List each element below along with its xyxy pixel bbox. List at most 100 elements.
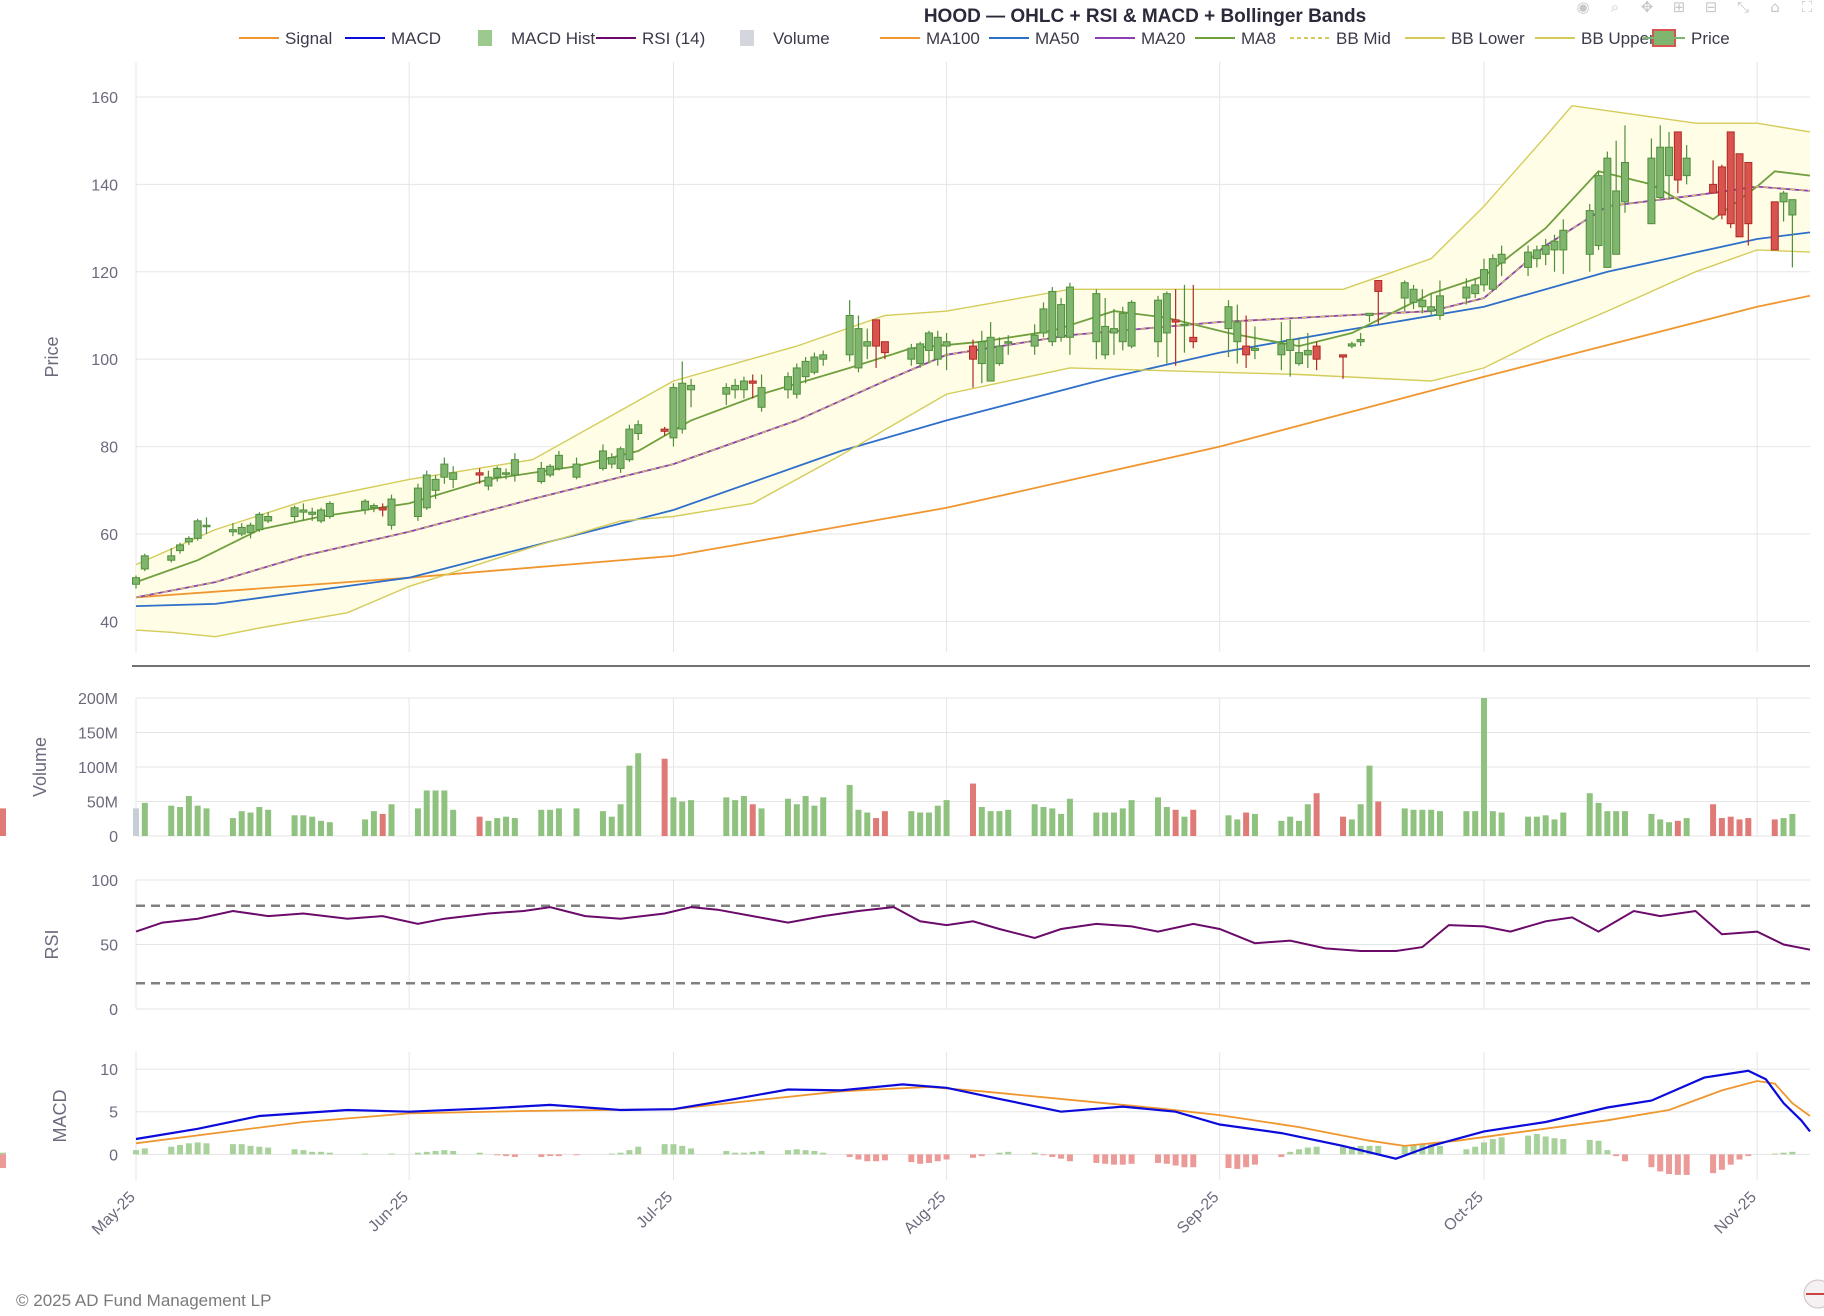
- candle-body: [1541, 245, 1550, 255]
- macd-hist-bar: [300, 1150, 307, 1155]
- volume-bar: [732, 800, 739, 836]
- candle: [1409, 284, 1418, 309]
- macd-hist-bar: [318, 1151, 325, 1155]
- legend-item: Signal: [239, 29, 332, 48]
- candle: [907, 343, 916, 366]
- candle: [1735, 153, 1744, 238]
- candle: [1224, 300, 1233, 357]
- candle: [1242, 315, 1251, 368]
- macd-hist-bar: [1595, 1140, 1602, 1155]
- candle-body: [167, 555, 176, 561]
- volume-bar: [679, 801, 686, 836]
- volume-bar: [925, 812, 932, 836]
- legend-item: BB Lower: [1405, 29, 1525, 48]
- macd-hist-bar: [1278, 1154, 1285, 1157]
- zoom-out-icon[interactable]: ⊟: [1704, 0, 1718, 16]
- candle: [369, 503, 378, 513]
- candle: [1682, 145, 1691, 185]
- candle: [607, 453, 616, 469]
- macd-hist-bar: [194, 1142, 201, 1155]
- volume-bar: [1366, 765, 1373, 836]
- volume-bar: [749, 804, 756, 836]
- macd-hist-bar: [247, 1145, 254, 1155]
- legend-item: MACD: [345, 29, 441, 48]
- macd-hist-bar: [934, 1154, 941, 1162]
- candle-body: [1347, 343, 1356, 347]
- volume-bar: [1560, 812, 1567, 836]
- candle-body: [872, 319, 881, 347]
- volume-bars: [0, 698, 1796, 836]
- autoscale-icon[interactable]: ⤡: [1736, 0, 1749, 16]
- candle-body: [1665, 146, 1674, 177]
- candle-body: [1039, 308, 1048, 334]
- candle: [969, 339, 977, 388]
- volume-bar: [1498, 812, 1505, 836]
- macd-hist-bar: [670, 1144, 677, 1155]
- chart-title: HOOD — OHLC + RSI & MACD + Bollinger Ban…: [924, 6, 1366, 27]
- candle: [1585, 204, 1594, 272]
- candle-body: [1497, 253, 1506, 264]
- y-tick-label: 100M: [78, 760, 118, 777]
- macd-hist-bar: [362, 1153, 369, 1155]
- volume-bar: [1613, 811, 1620, 836]
- volume-bar: [370, 811, 377, 836]
- fullscreen-icon[interactable]: ⛶: [1801, 0, 1813, 16]
- candle: [475, 468, 484, 484]
- macd-hist-bar: [970, 1154, 976, 1158]
- volume-bar: [987, 811, 994, 836]
- home-icon[interactable]: ⌂: [1770, 0, 1780, 16]
- legend-label: RSI (14): [642, 29, 705, 48]
- candle: [1435, 280, 1444, 320]
- candle: [722, 383, 731, 406]
- candle: [184, 536, 193, 545]
- candle: [748, 374, 757, 399]
- volume-bar: [1718, 818, 1725, 836]
- candle-body: [484, 476, 493, 487]
- pan-icon[interactable]: ✥: [1640, 0, 1654, 16]
- candle-body: [502, 472, 511, 475]
- macd-hist-bar: [432, 1150, 439, 1155]
- volume-bar: [1621, 811, 1628, 836]
- zoom-in-icon[interactable]: ⊞: [1672, 0, 1686, 16]
- bb-lower-line: [135, 249, 1811, 638]
- macd-hist-bar: [802, 1150, 809, 1155]
- y-tick-label: 150M: [78, 726, 118, 743]
- x-tick-label: Jun-25: [365, 1189, 412, 1236]
- candle-body: [1682, 157, 1691, 177]
- macd-hist-bar: [679, 1145, 686, 1155]
- candle: [1524, 245, 1533, 277]
- volume-bar: [1181, 816, 1188, 836]
- macd-hist-bar: [943, 1154, 950, 1160]
- candle: [264, 512, 273, 524]
- camera-icon[interactable]: ◉: [1576, 0, 1590, 16]
- y-tick-label: 50: [100, 938, 118, 955]
- volume-bar: [670, 797, 677, 836]
- candle-body: [625, 428, 634, 461]
- y-tick-label: 100: [91, 873, 118, 890]
- candle: [1339, 354, 1348, 379]
- candle-body: [907, 347, 916, 360]
- volume-bar: [617, 804, 624, 836]
- candle: [140, 553, 149, 572]
- volume-bar: [1533, 816, 1540, 836]
- candle: [1118, 306, 1127, 351]
- macd-hist-bar: [0, 1152, 6, 1155]
- macd-hist-bar: [1163, 1154, 1170, 1164]
- macd-hist-bar: [925, 1154, 932, 1163]
- candle-body: [554, 454, 563, 469]
- volume-bar: [793, 804, 800, 836]
- volume-bar: [1604, 811, 1611, 836]
- rsi-line: [135, 906, 1811, 952]
- candle-body: [1673, 131, 1682, 181]
- volume-bar: [1551, 819, 1558, 836]
- candle: [1294, 337, 1303, 366]
- candle-body: [598, 450, 607, 469]
- candle-body: [977, 341, 986, 365]
- macd-hist-bar: [608, 1153, 615, 1155]
- macd-hist-bar: [388, 1153, 395, 1155]
- candle-body: [854, 328, 863, 369]
- volume-bar: [688, 800, 695, 836]
- macd-hist-bar: [1560, 1139, 1567, 1155]
- candle-body: [1779, 192, 1788, 203]
- zoom-icon[interactable]: ⌕: [1610, 0, 1620, 16]
